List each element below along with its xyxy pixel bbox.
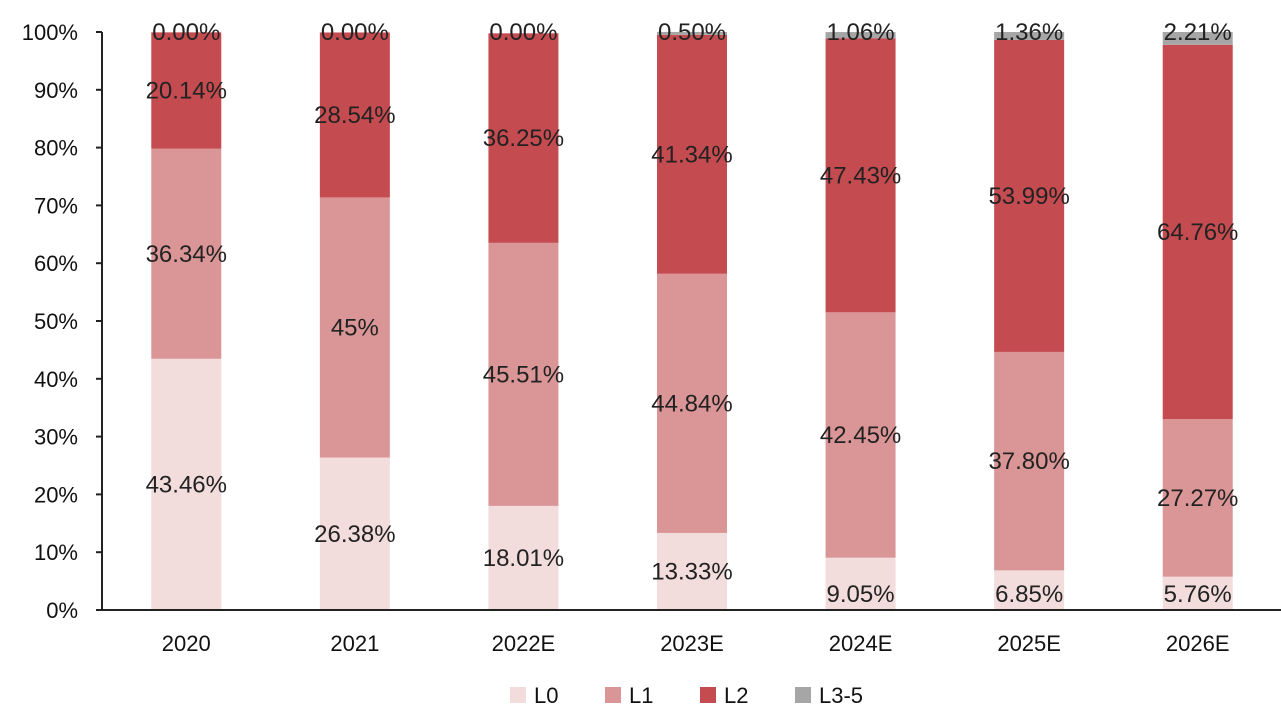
bar-segment-l1-2023e bbox=[657, 273, 727, 533]
bar-segment-l1-2020 bbox=[151, 148, 222, 359]
data-label-l2-2025e: 53.99% bbox=[988, 183, 1069, 210]
data-label-l3-5-2024e: 1.06% bbox=[827, 19, 895, 46]
x-tick-label: 2026E bbox=[1166, 631, 1230, 656]
bar-segment-l1-2021 bbox=[319, 197, 390, 458]
data-label-l0-2020: 43.46% bbox=[146, 471, 227, 498]
axes-group: 2020 2021 2022E 2023E 2024E 2025E 2026E 0% 10% 20… bbox=[22, 20, 1281, 656]
data-label-l2-2024e: 47.43% bbox=[820, 162, 901, 189]
data-label-l3-5-2025e: 1.36% bbox=[995, 19, 1063, 46]
legend-label-l0: L0 bbox=[534, 683, 558, 708]
data-label-l3-5-2020: 0.00% bbox=[152, 19, 220, 46]
data-label-l2-2023e: 41.34% bbox=[651, 141, 732, 168]
data-label-l3-5-2021: 0.00% bbox=[321, 19, 389, 46]
data-label-l1-2026e: 27.27% bbox=[1157, 485, 1238, 512]
legend-swatch-l0 bbox=[510, 687, 526, 703]
data-label-l0-2023e: 13.33% bbox=[651, 558, 732, 585]
legend-swatch-l1 bbox=[605, 687, 621, 703]
data-label-l1-2024e: 42.45% bbox=[820, 422, 901, 449]
data-label-l0-2025e: 6.85% bbox=[995, 581, 1063, 608]
data-label-l0-2026e: 5.76% bbox=[1164, 581, 1232, 608]
bars-group bbox=[151, 31, 1233, 610]
x-tick-label: 2022E bbox=[492, 631, 556, 656]
bar-segment-l0-2020 bbox=[151, 358, 222, 610]
data-labels-group: 43.46% 36.34% 20.14% 0.00% 26.38% 45% 28.54% 0.… bbox=[146, 19, 1239, 608]
x-tick-label: 2021 bbox=[330, 631, 379, 656]
legend-label-l1: L1 bbox=[629, 683, 653, 708]
bar-segment-l0-2023e bbox=[657, 532, 727, 610]
legend-swatch-l2 bbox=[700, 687, 716, 703]
bar-segment-l3-5-2025e bbox=[994, 32, 1065, 40]
y-tick-label: 0% bbox=[46, 598, 78, 623]
x-tick-label: 2023E bbox=[660, 631, 724, 656]
y-tick-label: 50% bbox=[34, 309, 78, 334]
y-tick-label: 40% bbox=[34, 367, 78, 392]
bar-segment-l2-2025e bbox=[994, 39, 1065, 352]
legend-label-l3-5: L3-5 bbox=[819, 683, 863, 708]
bar-segment-l1-2022e bbox=[488, 242, 559, 506]
data-label-l1-2021: 45% bbox=[331, 314, 379, 341]
bar-segment-l2-2021 bbox=[319, 32, 390, 198]
data-label-l0-2021: 26.38% bbox=[314, 521, 395, 548]
y-tick-label: 20% bbox=[34, 482, 78, 507]
legend-label-l2: L2 bbox=[724, 683, 748, 708]
data-label-l3-5-2023e: 0.50% bbox=[658, 19, 726, 46]
data-label-l1-2022e: 45.51% bbox=[483, 361, 564, 388]
data-label-l2-2020: 20.14% bbox=[146, 78, 227, 105]
bar-segment-l2-2026e bbox=[1162, 44, 1233, 420]
bar-segment-l2-2024e bbox=[825, 38, 896, 313]
bar-segment-l1-2024e bbox=[825, 312, 896, 558]
data-label-l3-5-2022e: 0.00% bbox=[489, 19, 557, 46]
legend-swatch-l3-5 bbox=[795, 687, 811, 703]
data-label-l1-2020: 36.34% bbox=[146, 241, 227, 268]
legend: L0 L1 L2 L3-5 bbox=[510, 683, 863, 708]
bar-segment-l3-5-2023e bbox=[657, 31, 727, 35]
bar-segment-l3-5-2024e bbox=[825, 32, 896, 39]
bar-segment-l0-2022e bbox=[488, 505, 559, 610]
bar-segment-l1-2026e bbox=[1162, 419, 1233, 577]
bar-segment-l3-5-2026e bbox=[1162, 32, 1233, 45]
y-tick-label: 10% bbox=[34, 540, 78, 565]
data-label-l0-2024e: 9.05% bbox=[827, 581, 895, 608]
x-tick-label: 2020 bbox=[162, 631, 211, 656]
y-tick-label: 80% bbox=[34, 136, 78, 161]
bar-segment-l0-2026e bbox=[1162, 576, 1233, 610]
data-label-l2-2022e: 36.25% bbox=[483, 125, 564, 152]
bar-segment-l0-2021 bbox=[319, 457, 390, 610]
bar-segment-l1-2025e bbox=[994, 351, 1065, 571]
bar-segment-l2-2020 bbox=[151, 32, 222, 149]
data-label-l2-2026e: 64.76% bbox=[1157, 219, 1238, 246]
data-label-l1-2025e: 37.80% bbox=[988, 448, 1069, 475]
data-label-l1-2023e: 44.84% bbox=[651, 390, 732, 417]
bar-segment-l0-2024e bbox=[825, 557, 896, 610]
y-tick-label: 70% bbox=[34, 193, 78, 218]
x-tick-label: 2024E bbox=[829, 631, 893, 656]
bar-segment-l2-2022e bbox=[488, 33, 559, 243]
data-label-l3-5-2026e: 2.21% bbox=[1164, 19, 1232, 46]
y-tick-label: 30% bbox=[34, 425, 78, 450]
bar-segment-l2-2023e bbox=[657, 34, 727, 274]
y-tick-label: 90% bbox=[34, 78, 78, 103]
data-label-l0-2022e: 18.01% bbox=[483, 545, 564, 572]
data-label-l2-2021: 28.54% bbox=[314, 102, 395, 129]
bar-segment-l0-2025e bbox=[994, 570, 1065, 610]
y-tick-label: 60% bbox=[34, 251, 78, 276]
y-tick-label: 100% bbox=[22, 20, 78, 45]
x-tick-label: 2025E bbox=[997, 631, 1061, 656]
